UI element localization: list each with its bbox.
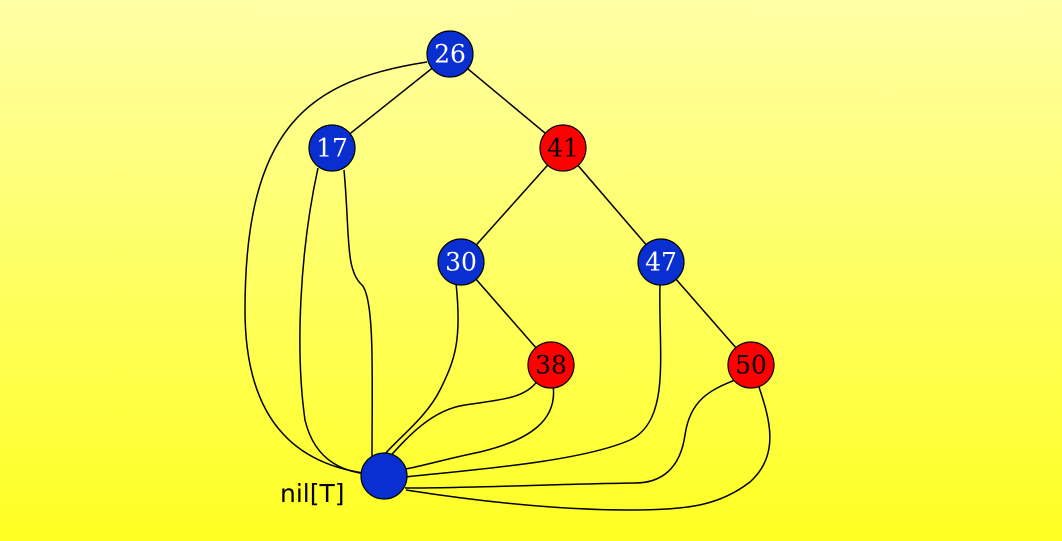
node-key: 38: [535, 351, 567, 380]
edge-41-47: [562, 147, 662, 263]
nil-edge-17-left: [299, 167, 384, 476]
nil-edge-50-right: [405, 386, 771, 511]
node-circle: [437, 238, 485, 286]
tree-node-17: 17: [308, 124, 356, 172]
tree-node-30: 30: [437, 238, 485, 286]
nil-edge-38-left: [384, 379, 539, 463]
nil-edge-26-left: [244, 61, 428, 476]
node-circle: [308, 124, 356, 172]
sentinel-label: nil[T]: [280, 479, 345, 508]
node-circle: [527, 341, 575, 389]
node-circle: [637, 238, 685, 286]
nil-edge-17-right: [343, 169, 374, 459]
sentinel-circle: [360, 452, 408, 500]
tree-node-41: 41: [539, 124, 587, 172]
node-key: 30: [445, 248, 477, 277]
nil-edge-50-left: [404, 379, 736, 489]
node-key: 41: [547, 134, 579, 163]
node-circle: [539, 124, 587, 172]
nil-pointer-edges: [244, 61, 771, 511]
node-key: 17: [316, 134, 348, 163]
tree-node-47: 47: [637, 238, 685, 286]
nil-edge-47-left: [404, 283, 662, 478]
node-key: 50: [735, 351, 767, 380]
tree-node-50: 50: [727, 341, 775, 389]
sentinel-node: nil[T]: [280, 452, 408, 508]
tree-edges: [331, 53, 752, 366]
node-key: 26: [434, 40, 466, 69]
node-circle: [426, 30, 474, 78]
node-key: 47: [645, 248, 677, 277]
node-circle: [727, 341, 775, 389]
edge-26-41: [449, 53, 564, 149]
edge-41-30: [460, 147, 564, 263]
tree-node-38: 38: [527, 341, 575, 389]
tree-node-26: 26: [426, 30, 474, 78]
edge-26-17: [331, 53, 451, 149]
nil-edge-30-left: [377, 282, 459, 463]
nil-edge-38-right: [394, 384, 555, 471]
